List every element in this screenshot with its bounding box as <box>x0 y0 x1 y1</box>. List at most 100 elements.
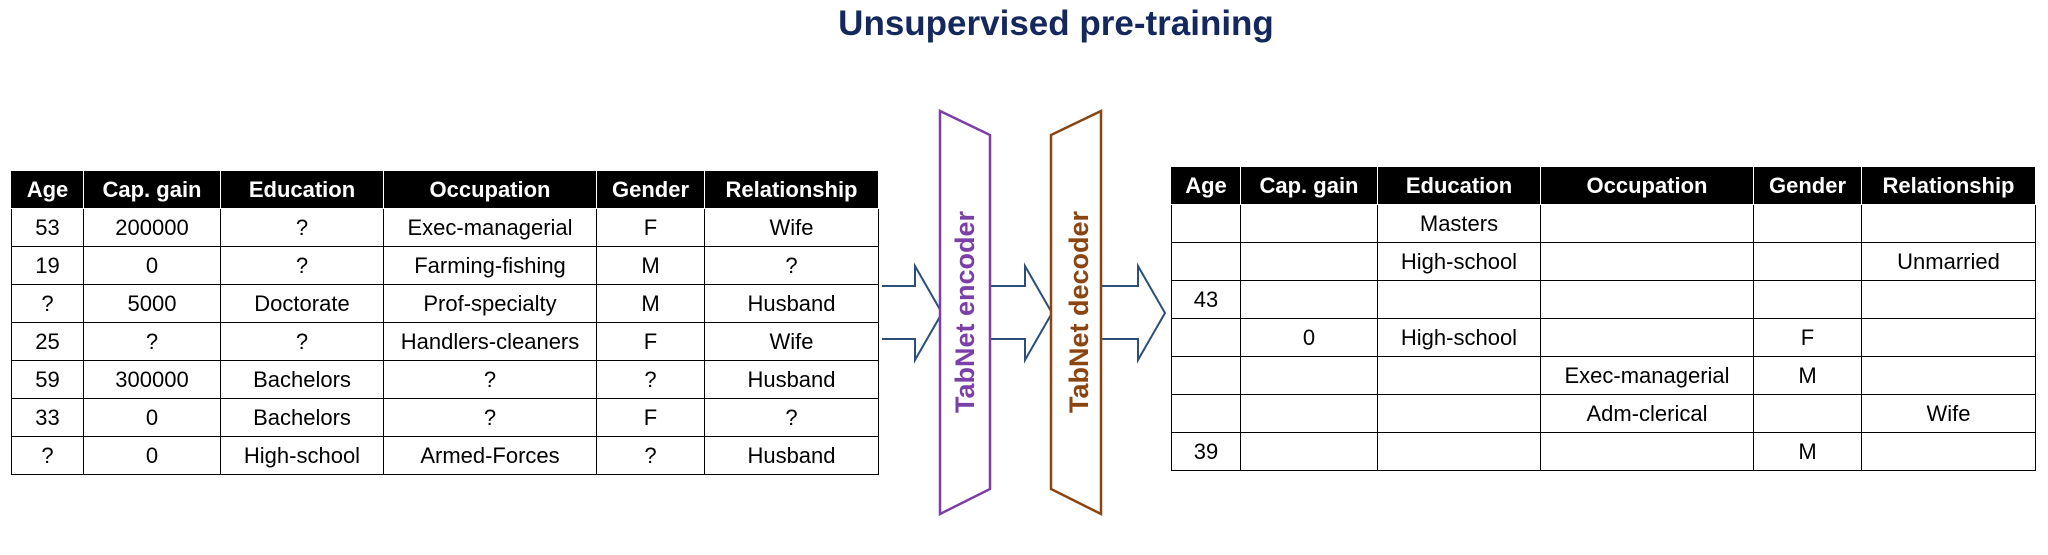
table-cell <box>1171 394 1241 433</box>
table-cell <box>1861 280 2036 319</box>
table-cell: 0 <box>83 436 221 475</box>
table-cell: 200000 <box>83 208 221 247</box>
table-cell: Doctorate <box>220 284 384 323</box>
table-cell: Masters <box>1377 204 1541 243</box>
table-cell: 0 <box>1240 318 1378 357</box>
table-row: Exec-managerial M <box>1171 356 2036 395</box>
table-row: 19 0 ? Farming-fishing M ? <box>11 246 879 285</box>
table-cell: ? <box>704 246 879 285</box>
table-cell <box>1861 432 2036 471</box>
table-cell: ? <box>220 208 384 247</box>
column-header: Age <box>11 170 84 209</box>
table-cell <box>1861 204 2036 243</box>
output-table: Age Cap. gain Education Occupation Gende… <box>1171 166 2036 471</box>
table-cell: Farming-fishing <box>383 246 597 285</box>
column-header: Gender <box>1753 166 1862 205</box>
table-cell: Husband <box>704 436 879 475</box>
table-cell: Wife <box>1861 394 2036 433</box>
table-cell <box>1861 318 2036 357</box>
table-cell <box>1240 280 1378 319</box>
table-cell <box>1753 204 1862 243</box>
table-cell <box>1540 280 1754 319</box>
decoder-trapezoid <box>1049 109 1103 517</box>
column-header: Education <box>1377 166 1541 205</box>
table-cell: ? <box>220 322 384 361</box>
table-row: 33 0 Bachelors ? F ? <box>11 398 879 437</box>
table-cell <box>1861 356 2036 395</box>
table-row: 43 <box>1171 280 2036 319</box>
table-row: High-school Unmarried <box>1171 242 2036 281</box>
input-table: Age Cap. gain Education Occupation Gende… <box>11 170 879 475</box>
flow-arrow <box>990 262 1054 364</box>
table-row: ? 0 High-school Armed-Forces ? Husband <box>11 436 879 475</box>
table-cell <box>1753 280 1862 319</box>
table-row: 39 M <box>1171 432 2036 471</box>
flow-arrow <box>1101 262 1167 364</box>
table-cell <box>1240 394 1378 433</box>
table-cell: M <box>1753 356 1862 395</box>
table-cell: Prof-specialty <box>383 284 597 323</box>
encoder-label: TabNet encoder <box>950 210 980 413</box>
table-cell <box>1171 318 1241 357</box>
table-cell <box>1171 204 1241 243</box>
table-cell: Unmarried <box>1861 242 2036 281</box>
column-header: Cap. gain <box>83 170 221 209</box>
table-cell <box>1377 356 1541 395</box>
table-cell: 0 <box>83 398 221 437</box>
table-cell: ? <box>383 398 597 437</box>
column-header: Relationship <box>1861 166 2036 205</box>
column-header: Gender <box>596 170 705 209</box>
table-cell: ? <box>11 284 84 323</box>
table-row: 25 ? ? Handlers-cleaners F Wife <box>11 322 879 361</box>
table-cell: Husband <box>704 284 879 323</box>
table-cell: M <box>1753 432 1862 471</box>
table-cell: 25 <box>11 322 84 361</box>
table-row: 0 High-school F <box>1171 318 2036 357</box>
decoder-label: TabNet decoder <box>1064 210 1094 413</box>
table-cell: Armed-Forces <box>383 436 597 475</box>
table-cell: 300000 <box>83 360 221 399</box>
table-row: Masters <box>1171 204 2036 243</box>
flow-arrow <box>882 262 944 364</box>
table-cell: High-school <box>220 436 384 475</box>
table-cell <box>1377 280 1541 319</box>
table-cell: F <box>1753 318 1862 357</box>
table-row: ? 5000 Doctorate Prof-specialty M Husban… <box>11 284 879 323</box>
table-cell: 53 <box>11 208 84 247</box>
table-cell: 43 <box>1171 280 1241 319</box>
table-cell <box>1240 356 1378 395</box>
table-cell: Wife <box>704 208 879 247</box>
table-cell: F <box>596 322 705 361</box>
column-header: Occupation <box>1540 166 1754 205</box>
table-cell <box>1377 394 1541 433</box>
table-cell: Bachelors <box>220 398 384 437</box>
table-cell <box>1753 394 1862 433</box>
output-header-row: Age Cap. gain Education Occupation Gende… <box>1171 166 2036 205</box>
page-title: Unsupervised pre-training <box>838 4 1274 43</box>
table-cell <box>1240 242 1378 281</box>
table-cell <box>1540 242 1754 281</box>
table-cell: M <box>596 246 705 285</box>
table-row: 53 200000 ? Exec-managerial F Wife <box>11 208 879 247</box>
table-cell: Wife <box>704 322 879 361</box>
table-cell <box>1540 432 1754 471</box>
table-cell: 5000 <box>83 284 221 323</box>
table-cell: ? <box>11 436 84 475</box>
table-cell: ? <box>596 436 705 475</box>
table-cell: High-school <box>1377 318 1541 357</box>
table-cell: ? <box>704 398 879 437</box>
table-cell: 59 <box>11 360 84 399</box>
table-cell <box>1240 204 1378 243</box>
table-cell <box>1540 318 1754 357</box>
table-cell: ? <box>596 360 705 399</box>
table-cell <box>1753 242 1862 281</box>
table-cell: Exec-managerial <box>383 208 597 247</box>
table-cell: 19 <box>11 246 84 285</box>
table-cell: High-school <box>1377 242 1541 281</box>
column-header: Cap. gain <box>1240 166 1378 205</box>
table-cell: F <box>596 398 705 437</box>
table-cell <box>1377 432 1541 471</box>
flow-arrows <box>882 262 1167 364</box>
table-cell: Handlers-cleaners <box>383 322 597 361</box>
